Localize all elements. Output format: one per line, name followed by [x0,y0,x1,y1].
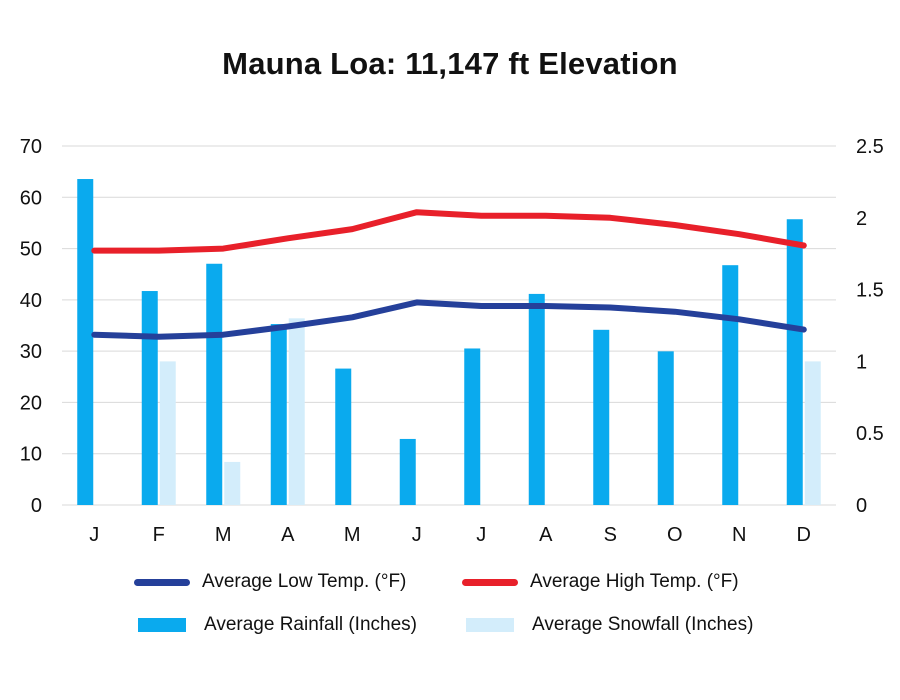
x-tick-label: O [667,524,683,546]
snowfall-bar [288,318,305,505]
left-tick-label: 30 [20,341,42,363]
left-tick-label: 50 [20,239,42,261]
left-tick-label: 70 [20,136,42,158]
high-temp-line [91,209,807,254]
low-temp-line [91,299,807,340]
x-tick-label: N [732,524,746,546]
left-tick-label: 20 [20,392,42,414]
right-tick-label: 1 [856,351,867,373]
rainfall-bar [141,291,158,505]
x-tick-label: A [539,524,553,546]
rainfall-bar [206,263,223,505]
snowfall-bar [224,461,241,505]
left-tick-label: 10 [20,444,42,466]
x-tick-label: J [89,524,99,546]
lines [91,209,807,340]
rainfall-bar [657,351,674,505]
rainfall-bar [399,438,416,505]
right-tick-label: 0 [856,495,867,517]
right-tick-label: 0.5 [856,423,884,445]
x-tick-label: D [797,524,811,546]
snowfall-bar [804,361,821,505]
x-tick-label: M [215,524,232,546]
rainfall-bar [335,368,352,505]
x-tick-label: F [153,524,165,546]
rainfall-bar [270,324,287,505]
snowfall-bar [159,361,176,505]
right-axis-ticks: 0 0.5 1 1.5 2 2.5 [856,136,884,517]
x-tick-label: A [281,524,295,546]
rainfall-bar [528,293,545,505]
x-tick-label: J [476,524,486,546]
right-tick-label: 2 [856,208,867,230]
right-tick-label: 2.5 [856,136,884,158]
left-tick-label: 60 [20,187,42,209]
x-tick-label: S [604,524,617,546]
x-tick-label: M [344,524,361,546]
left-axis-ticks: 0 10 20 30 40 50 60 70 [20,136,42,517]
rainfall-bar [593,329,610,505]
bars [77,179,821,505]
left-tick-label: 0 [31,495,42,517]
chart-title: Mauna Loa: 11,147 ft Elevation [222,46,678,81]
right-tick-label: 1.5 [856,280,884,302]
x-tick-label: J [412,524,422,546]
rainfall-bar [464,348,481,505]
rainfall-bar [722,265,739,505]
rainfall-bar [77,179,94,505]
gridlines [62,145,836,506]
left-tick-label: 40 [20,290,42,312]
rainfall-bar [786,219,803,505]
